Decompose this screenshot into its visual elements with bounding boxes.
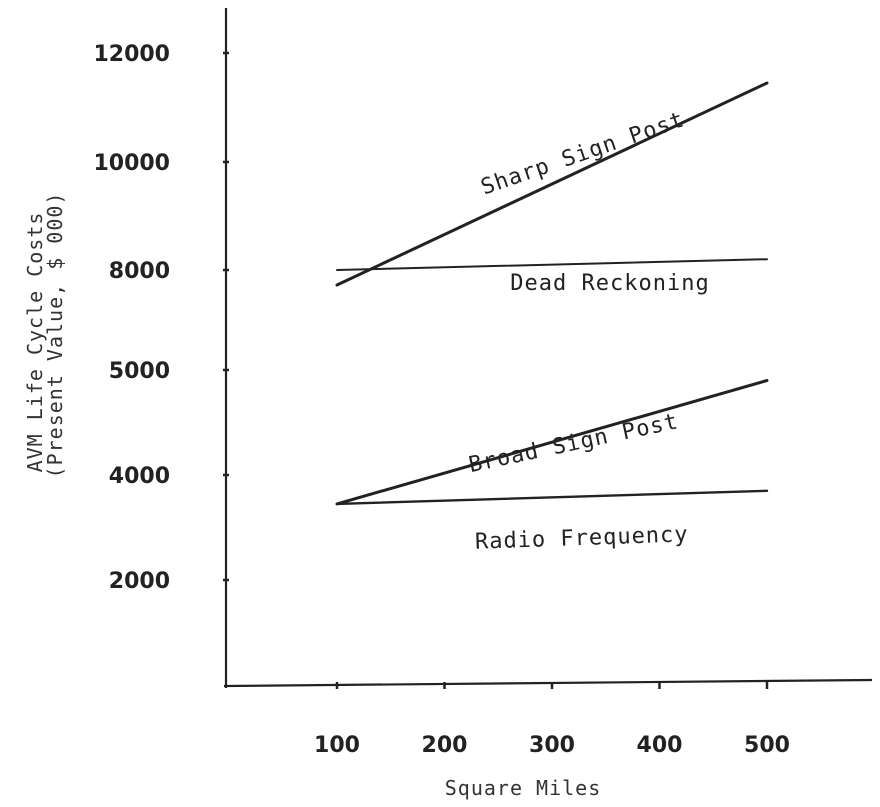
series-labels: Sharp Sign Post Dead Reckoning Broad Sign … xyxy=(467,107,709,554)
y-tick-label: 8000 xyxy=(109,259,170,284)
series-line xyxy=(336,258,768,271)
y-tick-label: 5000 xyxy=(109,359,170,384)
x-tick-label: 300 xyxy=(529,733,575,758)
ticks: 2000 4000 5000 8000 10000 12000 100 200 300 400 50… xyxy=(93,42,790,758)
series-line xyxy=(335,489,769,506)
y-axis-title-line-1: AVM Life Cycle Costs xyxy=(23,212,47,473)
x-tick-label: 200 xyxy=(422,733,468,758)
y-axis-title-line-2: (Present Value, $ 000) xyxy=(43,192,67,479)
series-line xyxy=(335,81,769,287)
x-axis xyxy=(223,678,873,688)
x-tick-label: 100 xyxy=(314,733,360,758)
y-tick-label: 2000 xyxy=(109,569,170,594)
x-tick-label: 500 xyxy=(744,733,790,758)
series-lines xyxy=(335,81,769,506)
axes xyxy=(223,8,873,688)
series-label: Broad Sign Post xyxy=(467,409,681,478)
series-label: Dead Reckoning xyxy=(510,271,709,296)
x-axis-title: Square Miles xyxy=(445,776,602,800)
series-line xyxy=(335,379,769,506)
y-tick-label: 12000 xyxy=(93,42,170,67)
y-tick-label: 4000 xyxy=(109,464,170,489)
y-tick-label: 10000 xyxy=(93,151,170,176)
series-label: Radio Frequency xyxy=(475,522,689,554)
x-tick-label: 400 xyxy=(637,733,683,758)
series-label: Sharp Sign Post xyxy=(478,107,688,200)
